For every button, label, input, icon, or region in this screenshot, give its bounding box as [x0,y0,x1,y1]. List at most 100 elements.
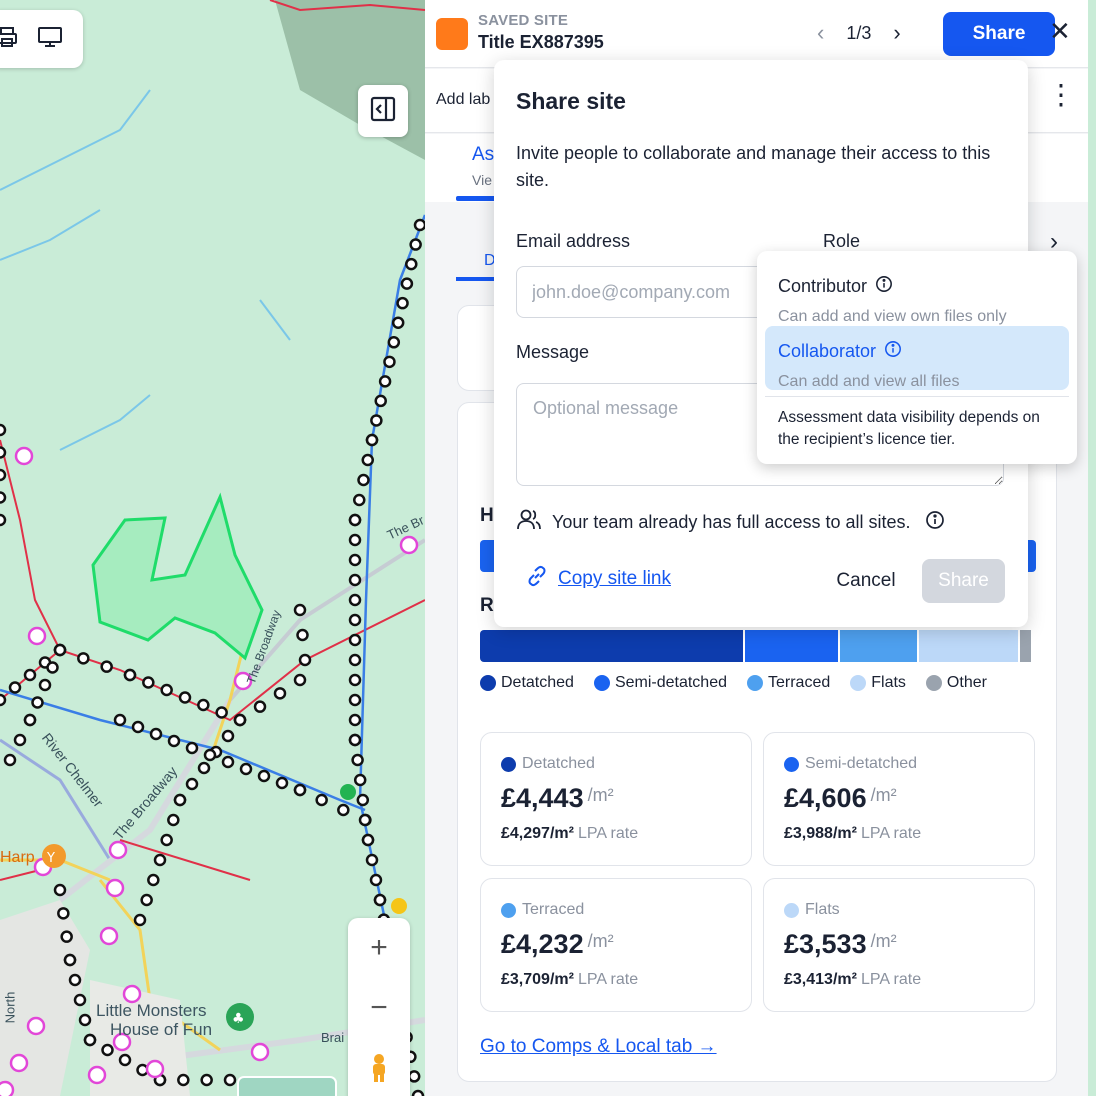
sidebar-toggle-button[interactable] [358,85,408,137]
share-button[interactable]: Share [943,12,1055,56]
site-color-swatch [436,18,468,50]
price-card: Flats £3,533/m² £3,413/m² LPA rate [763,878,1035,1012]
info-icon[interactable] [875,275,893,298]
legend-item: Detatched [480,674,574,692]
printer-icon[interactable] [0,25,19,54]
cancel-button[interactable]: Cancel [816,560,916,602]
saved-site-label: SAVED SITE [478,12,569,29]
role-option-subtitle: Can add and view own files only [778,308,1007,325]
modal-title: Share site [516,88,626,114]
role-option-subtitle: Can add and view all files [778,373,960,390]
bar-legend: Detatched Semi-detatched Terraced Flats Othe… [480,674,987,692]
tab-underline [456,196,496,201]
legend-item: Other [925,674,987,692]
chevron-right-icon[interactable]: › [893,20,901,45]
legend-label: Terraced [768,674,831,691]
type-dot [784,756,799,772]
map-canvas: Y ♣ [0,0,425,1096]
subtab-d[interactable]: D [484,252,496,269]
price-unit: /m² [870,931,897,951]
price-type-label: Terraced [522,901,585,918]
price-amount: £4,606 [784,783,867,813]
lpa-value: £3,709/m² [501,971,574,988]
modal-description: Invite people to collaborate and manage … [516,143,991,190]
price-value: £4,443/m² [501,783,614,814]
info-icon[interactable] [884,340,902,363]
add-label-button[interactable]: Add lab [436,91,491,108]
price-unit: /m² [587,931,614,951]
role-label: Role [823,231,861,251]
price-type: Terraced [501,901,584,919]
lpa-rate: £3,413/m² LPA rate [784,971,921,989]
subtab-underline [456,277,496,281]
team-access-note: Your team already has full access to all… [516,508,945,537]
role-option-title: Collaborator [778,341,877,361]
role-option-contributor[interactable]: Contributor Can add and view own files o… [765,261,1069,325]
bar-segment [918,630,1018,662]
pegman-icon[interactable] [348,1038,410,1096]
map-label-road: Brai [321,1030,345,1045]
map-view[interactable]: Y ♣ River Chelmer The Broadway The Broad… [0,0,425,1096]
map-edge-strip [1088,0,1096,1096]
price-card: Semi-detatched £4,606/m² £3,988/m² LPA rate [763,732,1035,866]
legend-item: Terraced [747,674,830,692]
price-card: Terraced £4,232/m² £3,709/m² LPA rate [480,878,752,1012]
bar-segment [840,630,917,662]
price-type-label: Flats [805,901,840,918]
pager: ‹ 1/3 › [817,20,901,46]
type-dot [501,902,516,918]
lpa-value: £3,988/m² [784,825,857,842]
section-heading: R [480,595,494,616]
lpa-rate: £4,297/m² LPA rate [501,825,638,843]
map-label-road: North [2,991,18,1024]
svg-text:Y: Y [46,851,55,866]
chevron-right-icon[interactable]: › [1050,228,1058,255]
bar-segment [480,630,744,662]
legend-dot [850,675,867,691]
team-access-text: Your team already has full access to all… [552,512,911,532]
legend-dot [593,675,610,691]
map-label-poi: Harp [0,849,35,866]
price-unit: /m² [870,785,897,805]
message-label: Message [516,342,590,362]
lpa-rate: £3,988/m² LPA rate [784,825,921,843]
map-toolbar [0,10,83,68]
price-amount: £4,232 [501,929,584,959]
legend-label: Flats [871,674,906,691]
price-amount: £3,533 [784,929,867,959]
zoom-out-button[interactable]: − [370,991,388,1024]
dropdown-divider [765,396,1069,397]
monitor-icon[interactable] [37,25,63,54]
comps-local-link[interactable]: Go to Comps & Local tab → [480,1036,717,1057]
price-type: Detatched [501,755,595,773]
copy-site-link[interactable]: Copy site link [526,565,671,593]
share-submit-button[interactable]: Share [922,559,1005,603]
price-type-label: Detatched [522,755,595,772]
legend-label: Other [946,674,987,691]
tab-assessment[interactable]: As [472,144,495,165]
role-option-collaborator[interactable]: Collaborator Can add and view all files [765,326,1069,390]
more-options-icon[interactable]: ⋮ [1047,79,1075,110]
legend-item: Semi-detatched [593,674,727,692]
bar-segment [745,630,839,662]
price-type: Semi-detatched [784,755,917,773]
panel-header: SAVED SITE Title EX887395 ‹ 1/3 › Share … [425,0,1088,68]
type-dot [501,756,516,772]
info-icon[interactable] [925,510,945,535]
zoom-in-button[interactable]: + [370,931,388,964]
share-site-modal: Share site Invite people to collaborate … [494,60,1028,627]
legend-item: Flats [850,674,906,692]
map-label-poi: House of Fun [110,1020,213,1039]
price-card: Detatched £4,443/m² £4,297/m² LPA rate [480,732,752,866]
chevron-left-icon[interactable]: ‹ [817,20,825,45]
tab-assessment-sub: Vie [472,172,492,188]
zoom-controls: + − [348,918,410,1096]
pager-count: 1/3 [846,22,872,43]
bar-segment [1019,630,1031,662]
price-value: £3,533/m² [784,929,897,960]
stacked-bar [480,630,1036,662]
email-field[interactable] [516,266,766,318]
lpa-rate: £3,709/m² LPA rate [501,971,638,989]
email-label: Email address [516,231,631,251]
close-icon[interactable]: ✕ [1049,16,1071,46]
